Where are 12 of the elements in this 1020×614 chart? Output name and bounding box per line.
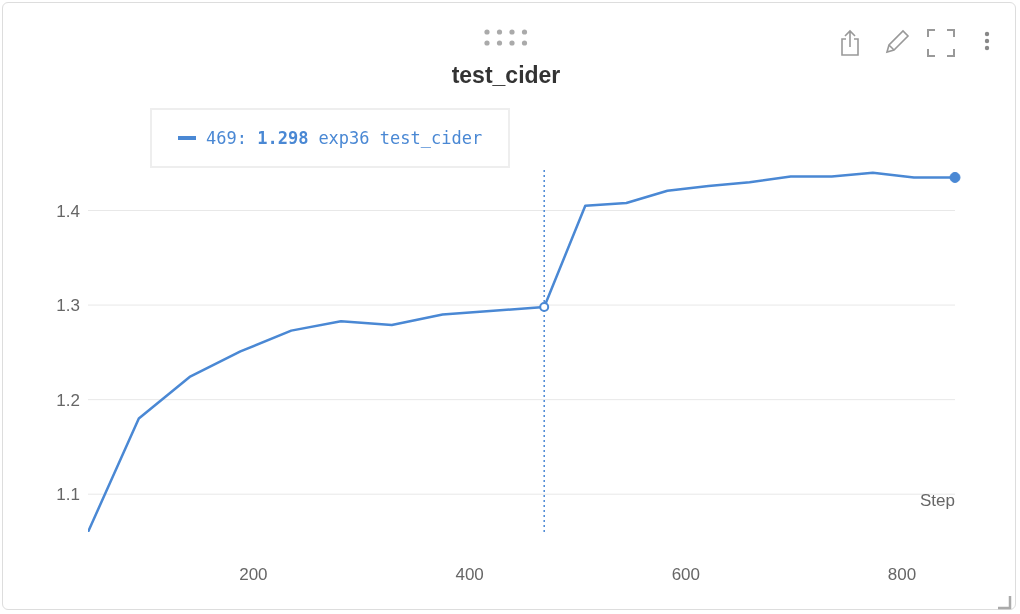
text: 469: 1.298	[206, 128, 309, 148]
text: exp36 test_cider	[318, 128, 483, 148]
y-tick-label: 1.3	[56, 296, 80, 316]
x-tick-label: 600	[671, 565, 701, 585]
x-tick-label: 400	[455, 565, 484, 585]
x-axis-title: Step	[920, 491, 955, 511]
x-tick-label: 200	[239, 565, 268, 585]
y-tick-label: 1.4	[56, 201, 80, 221]
y-tick-label: 1.2	[56, 390, 80, 410]
chart-title: test_cider	[450, 62, 562, 89]
x-tick-label: 800	[887, 565, 917, 585]
y-tick-label: 1.1	[56, 485, 80, 505]
